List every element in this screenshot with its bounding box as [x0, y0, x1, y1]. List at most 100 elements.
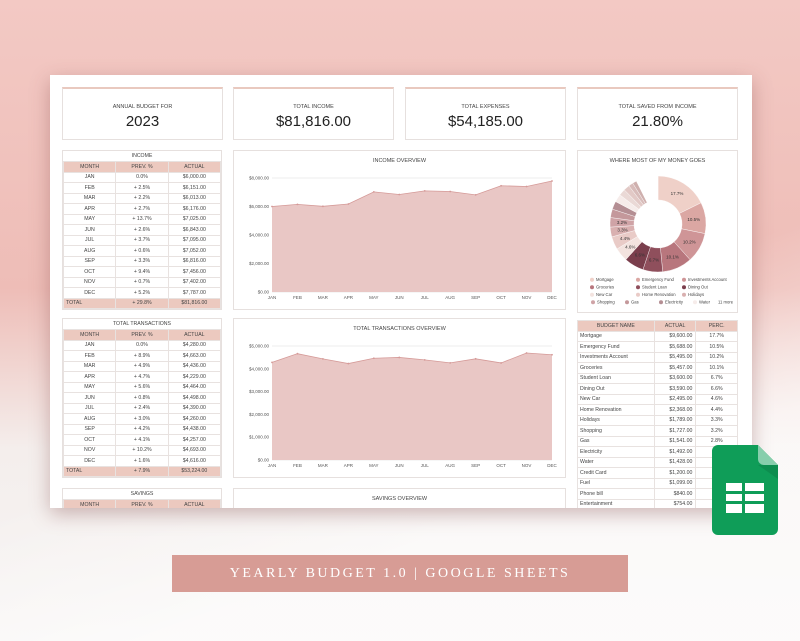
summary-label: ANNUAL BUDGET FOR [112, 104, 173, 110]
table-row: NOV + 0.7% $7,402.00 [62, 276, 222, 288]
summary-label: TOTAL EXPENSES [461, 104, 510, 110]
legend-entry: Gas [631, 300, 639, 305]
legend-more[interactable]: 11 more [718, 300, 734, 305]
table-cell: $5,457.00 [653, 362, 697, 374]
table-cell: $4,229.00 [167, 371, 222, 383]
table-row: FEB + 2.5% $6,151.00 [62, 182, 222, 194]
legend-swatch [636, 292, 640, 297]
table-cell: + 8.9% [115, 350, 169, 362]
legend-entry: Mortgage [596, 277, 614, 282]
table-cell: $5,688.00 [653, 341, 697, 353]
table-cell: 10.2% [695, 351, 738, 363]
x-tick-label: JAN [268, 295, 277, 300]
table-cell: DEC [62, 287, 117, 299]
summary-card: ANNUAL BUDGET FOR 2023 [62, 87, 223, 140]
google-sheets-icon [712, 445, 778, 535]
table-cell: + 4.9% [115, 360, 169, 372]
summary-label: TOTAL SAVED FROM INCOME [618, 104, 697, 110]
legend-swatch [590, 292, 594, 297]
column-header: MONTH [62, 161, 117, 173]
table-cell: $1,789.00 [653, 414, 697, 426]
legend-entry: Home Renovation [642, 292, 676, 297]
table-row: Groceries $5,457.00 10.1% [577, 362, 738, 374]
legend-swatch [590, 285, 594, 290]
table-row: MAY + 13.7% $7,025.00 [62, 213, 222, 225]
total-row: TOTAL + 29.8% $81,816.00 [62, 297, 222, 309]
table-cell: 6.7% [695, 372, 738, 384]
slice-label: 10.1% [666, 254, 679, 259]
chart-title: INCOME OVERVIEW [372, 158, 427, 164]
pie-chart: WHERE MOST OF MY MONEY GOES 17.7% 10.5% 10.… [577, 150, 738, 313]
slice-label: 6.6% [635, 253, 645, 258]
table-cell: $9,600.00 [653, 330, 697, 342]
table-row: MAR + 2.2% $6,013.00 [62, 192, 222, 204]
table-row: Emergency Fund $5,688.00 10.5% [577, 341, 738, 353]
area-fill [272, 181, 552, 292]
legend-swatch [682, 292, 686, 297]
table-cell: $3,590.00 [653, 383, 697, 395]
table-cell: Fuel [577, 477, 655, 489]
legend-swatch [693, 300, 697, 305]
total-row: TOTAL + 7.9% $53,224.00 [62, 465, 222, 477]
table-cell: MAR [62, 360, 117, 372]
budget-table: BUDGET NAME ACTUAL PERC. Mortgage $9,600.00 1… [577, 320, 738, 508]
table-cell: + 3.7% [115, 234, 169, 246]
table-cell: $1,428.00 [653, 456, 697, 468]
x-tick-label: MAY [369, 295, 378, 300]
chart-title: SAVINGS OVERVIEW [371, 496, 428, 502]
data-point [423, 359, 426, 361]
table-cell: New Car [577, 393, 655, 405]
y-tick-label: $3,000.00 [249, 389, 270, 394]
table-row: JUL + 2.4% $4,390.00 [62, 402, 222, 414]
table-cell: $7,095.00 [167, 234, 222, 246]
data-point [551, 353, 553, 356]
data-point [398, 193, 401, 196]
savings-title: SAVINGS [130, 491, 154, 497]
legend-swatch [591, 300, 595, 305]
data-point [500, 362, 502, 364]
table-cell: FEB [62, 350, 117, 362]
table-cell: $7,402.00 [167, 276, 222, 288]
column-header: PREV. % [115, 161, 169, 173]
table-cell: 10.1% [695, 362, 738, 374]
table-cell: $3,600.00 [653, 372, 697, 384]
data-point [525, 185, 528, 188]
y-tick-label: $5,000.00 [249, 344, 270, 349]
table-cell: $6,816.00 [167, 255, 222, 267]
table-row: FEB + 8.9% $4,663.00 [62, 350, 222, 362]
slice-label: 10.2% [683, 239, 696, 244]
x-tick-label: NOV [522, 463, 532, 468]
table-row: SEP + 3.3% $6,816.00 [62, 255, 222, 267]
table-cell: $4,464.00 [167, 381, 222, 393]
table-cell: AUG [62, 245, 117, 257]
table-cell: $4,498.00 [167, 392, 222, 404]
column-header: MONTH [62, 329, 117, 341]
table-cell: $1,099.00 [653, 477, 697, 489]
slice-label: 17.7% [671, 191, 684, 196]
table-cell: Dining Out [577, 383, 655, 395]
y-tick-label: $4,000.00 [249, 366, 270, 371]
col-actual: ACTUAL [167, 499, 222, 508]
column-header: ACTUAL [167, 329, 222, 341]
summary-value: $81,816.00 [275, 113, 352, 130]
table-cell: + 4.7% [115, 371, 169, 383]
table-cell: $5,495.00 [653, 351, 697, 363]
table-row: AUG + 3.0% $4,260.00 [62, 413, 222, 425]
summary-value: 2023 [125, 113, 160, 130]
table-cell: $4,663.00 [167, 350, 222, 362]
table-cell: Student Loan [577, 372, 655, 384]
table-cell: + 5.2% [115, 287, 169, 299]
x-tick-label: AUG [445, 295, 455, 300]
table-cell: JUN [62, 224, 117, 236]
table-cell: AUG [62, 413, 117, 425]
data-point [322, 205, 324, 208]
table-cell: $4,390.00 [167, 402, 222, 414]
table-row: DEC + 1.6% $4,616.00 [62, 455, 222, 467]
table-cell: $6,176.00 [167, 203, 222, 215]
table-cell: JAN [62, 171, 117, 183]
table-row: Home Renovation $2,368.00 4.4% [577, 404, 738, 416]
summary-card: TOTAL INCOME $81,816.00 [233, 87, 394, 140]
data-point [296, 203, 299, 206]
table-cell: Credit Card [577, 467, 655, 479]
table-cell: Electricity [577, 446, 655, 458]
